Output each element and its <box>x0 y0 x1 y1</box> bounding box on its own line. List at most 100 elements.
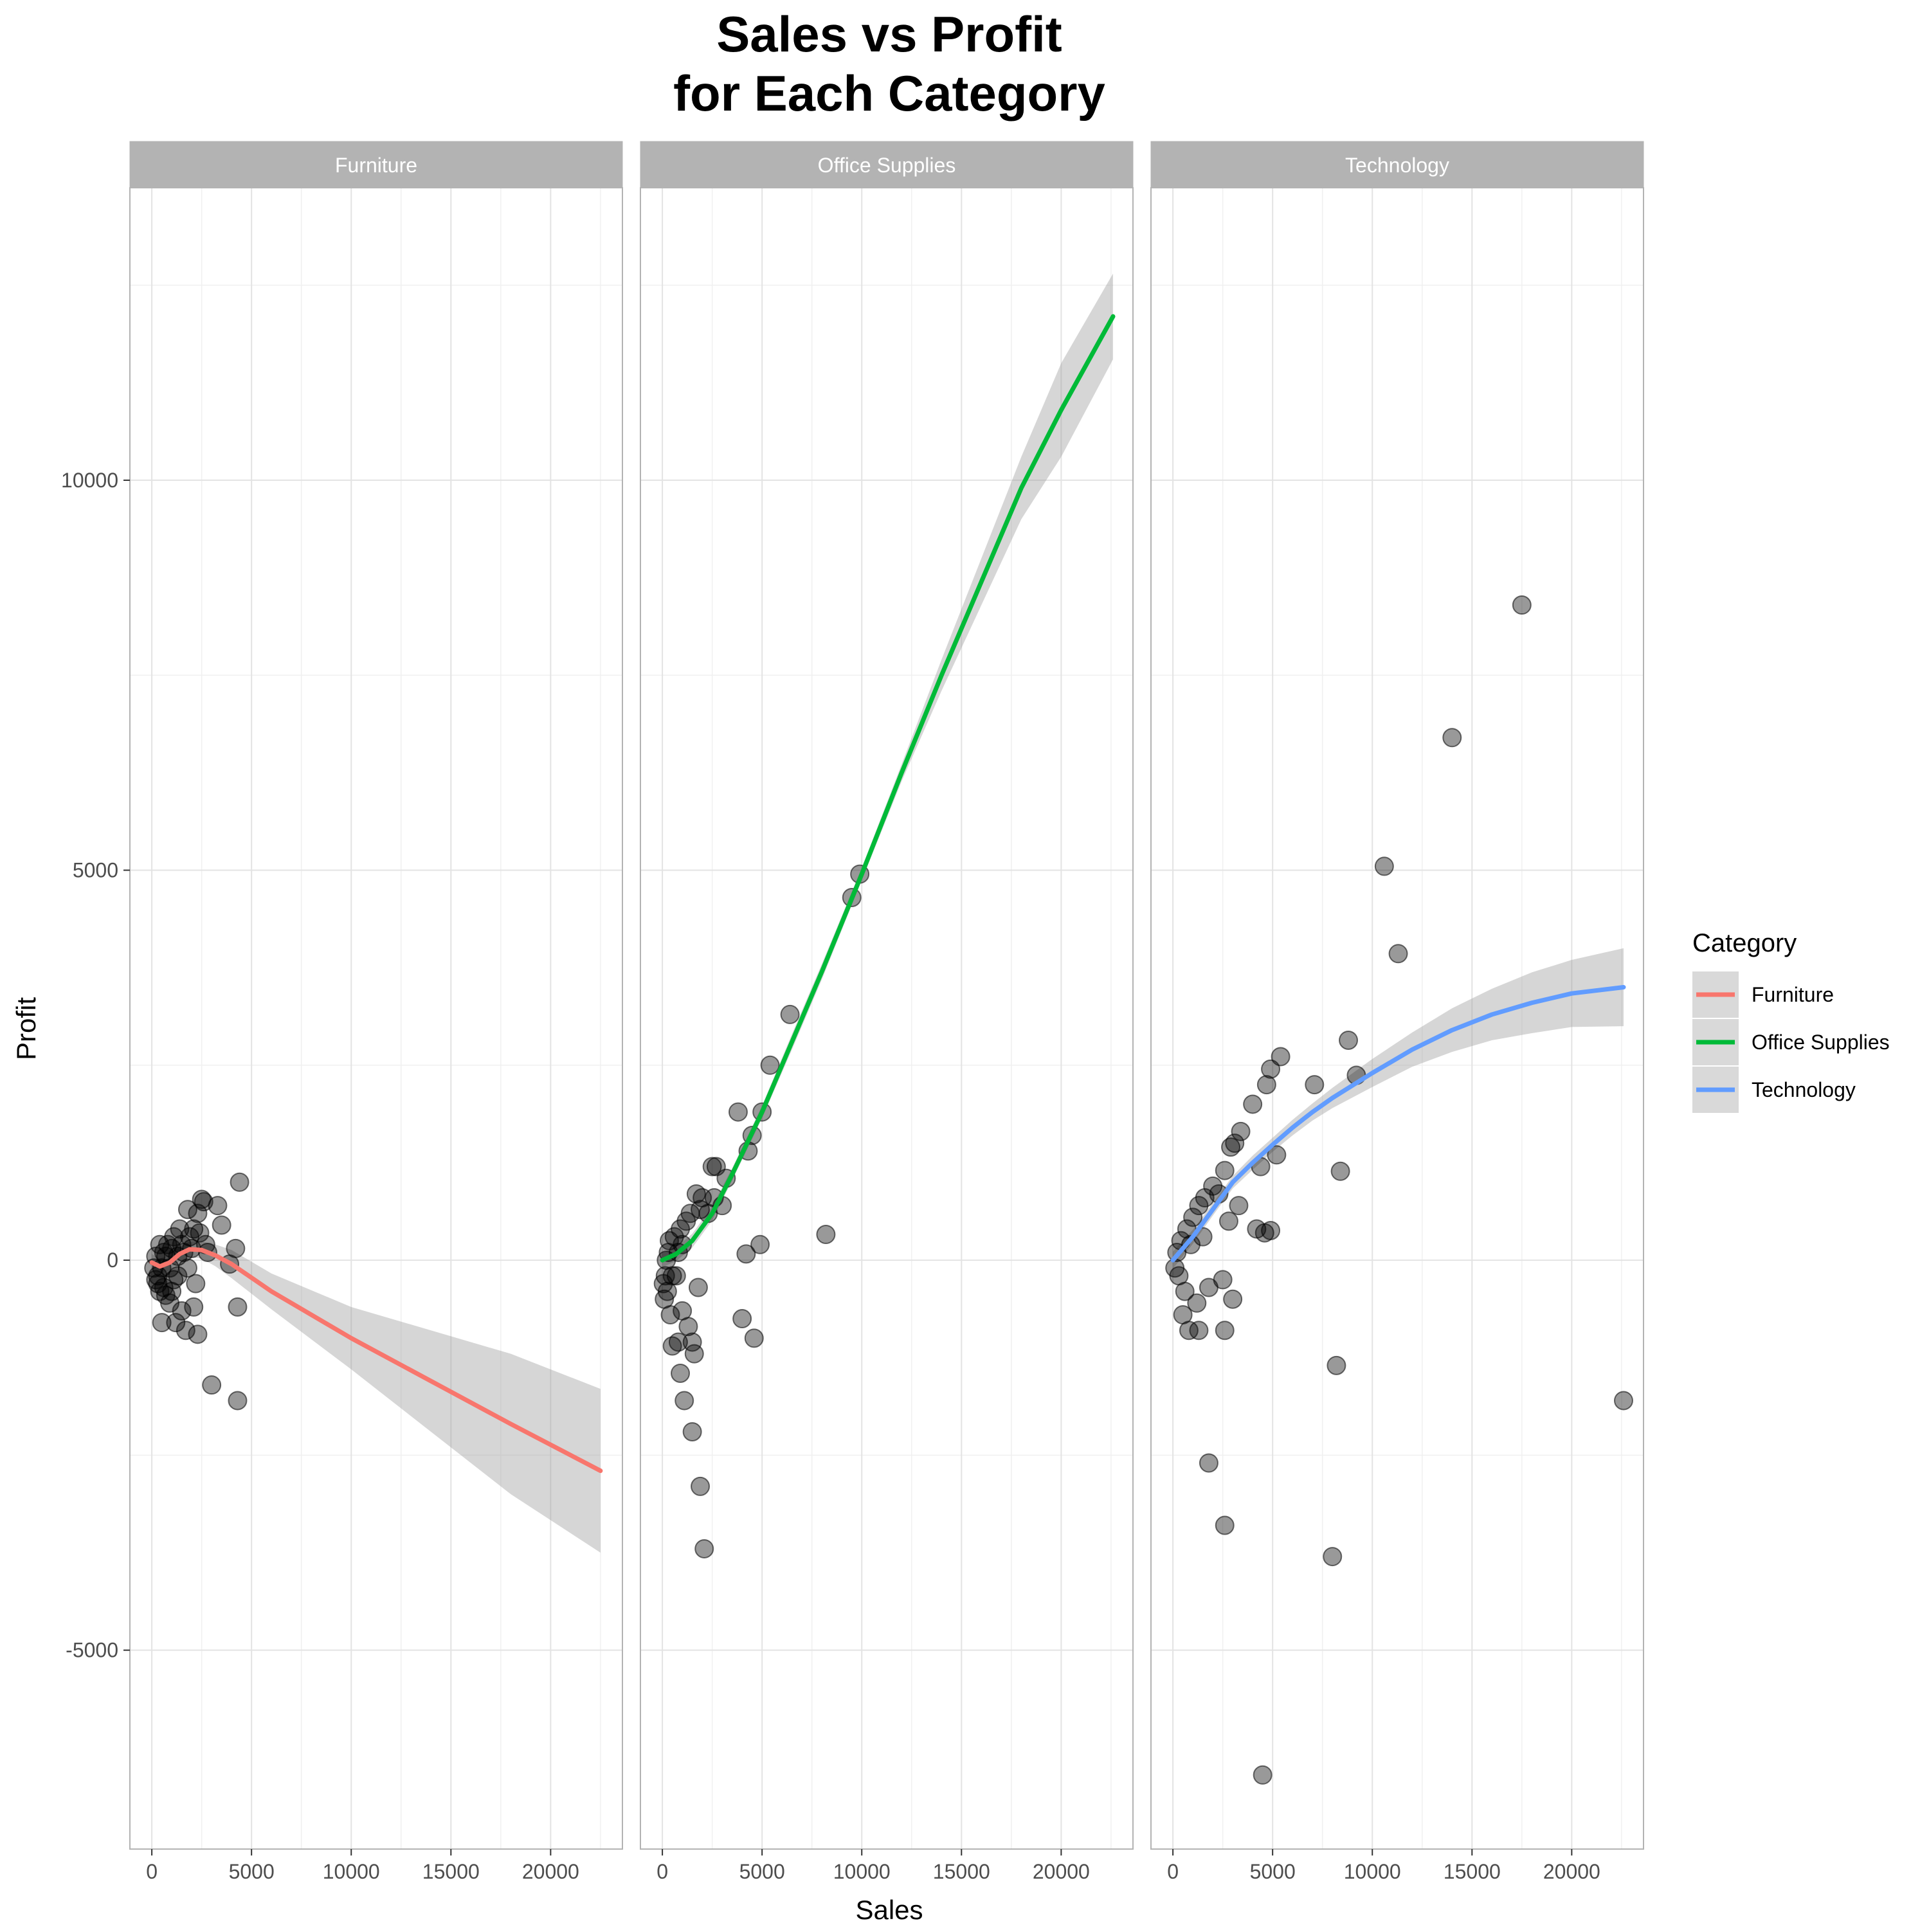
data-point <box>1267 1145 1287 1165</box>
panel-technology: Technology 0 5000 10000 15000 20000 <box>1150 141 1644 1883</box>
data-point <box>1215 1160 1235 1180</box>
confidence-band <box>662 273 1113 1267</box>
data-point <box>1218 1211 1238 1231</box>
data-point <box>1339 1030 1359 1050</box>
data-point <box>1199 1277 1218 1297</box>
data-point <box>682 1422 702 1441</box>
legend-title: Category <box>1692 929 1797 957</box>
data-point <box>1271 1047 1291 1067</box>
data-point <box>177 1200 197 1220</box>
data-point <box>1243 1094 1263 1114</box>
data-point <box>655 1289 675 1309</box>
data-point <box>675 1391 694 1411</box>
data-point <box>152 1313 172 1333</box>
y-axis-label: Profit <box>11 997 41 1060</box>
panel-background <box>1151 188 1644 1849</box>
data-point <box>1388 944 1408 964</box>
data-point <box>686 1184 706 1204</box>
data-point <box>655 1266 675 1286</box>
legend-label: Office Supplies <box>1752 1031 1890 1054</box>
data-point <box>728 1102 748 1122</box>
data-point <box>162 1238 182 1258</box>
x-tick-label: 15000 <box>422 1860 480 1883</box>
data-point <box>1261 1220 1281 1240</box>
data-point <box>671 1219 691 1239</box>
data-point <box>194 1192 213 1212</box>
x-tick-label: 10000 <box>833 1860 891 1883</box>
facet-strip <box>640 141 1134 188</box>
data-point <box>1221 1137 1241 1157</box>
data-point <box>1253 1765 1272 1785</box>
data-point <box>750 1234 770 1254</box>
panel-furniture: Furniture 0 5000 10000 15000 20000 <box>129 141 623 1883</box>
data-point <box>1247 1219 1267 1239</box>
y-tick-label: 10000 <box>61 469 118 492</box>
data-point <box>1442 728 1462 748</box>
data-point <box>1327 1355 1346 1375</box>
trend-line <box>660 314 1116 1263</box>
data-point <box>680 1204 700 1223</box>
data-point <box>170 1219 190 1239</box>
trend-line <box>1170 984 1626 1263</box>
data-point <box>736 1244 756 1264</box>
data-point <box>188 1204 208 1223</box>
data-point <box>228 1297 248 1317</box>
facet-strip <box>1150 141 1644 188</box>
data-point <box>1613 1391 1633 1411</box>
x-tick-label: 0 <box>146 1860 158 1883</box>
x-tick-label: 0 <box>1167 1860 1179 1883</box>
data-point <box>659 1231 679 1250</box>
data-point <box>694 1539 714 1558</box>
data-point <box>184 1297 204 1317</box>
y-tick-label: 0 <box>107 1249 118 1272</box>
data-point <box>682 1332 702 1352</box>
data-point <box>1173 1305 1193 1324</box>
data-point <box>212 1215 231 1235</box>
data-point <box>1189 1321 1209 1341</box>
chart-title-line-2: for Each Category <box>673 65 1105 122</box>
legend-label: Technology <box>1752 1078 1856 1101</box>
data-point <box>1189 1196 1209 1216</box>
legend: Category Furniture Office Supplies Technol… <box>1692 929 1890 1113</box>
data-point <box>1199 1453 1218 1473</box>
data-point <box>1512 595 1532 615</box>
data-point <box>744 1328 764 1348</box>
data-point <box>228 1391 248 1411</box>
data-point <box>1183 1207 1203 1227</box>
panel-background <box>640 188 1133 1849</box>
data-point <box>732 1309 752 1329</box>
panel-border <box>1150 187 1644 1850</box>
legend-label: Furniture <box>1752 983 1834 1006</box>
facet-strip-label: Technology <box>1345 154 1449 177</box>
data-point <box>190 1223 210 1243</box>
panel-office-supplies: Office Supplies 0 5000 10000 15000 20000 <box>640 141 1134 1883</box>
x-tick-label: 15000 <box>1444 1860 1501 1883</box>
data-point <box>662 1336 682 1356</box>
data-point <box>166 1313 186 1333</box>
data-point <box>150 1281 170 1301</box>
data-point <box>816 1225 836 1245</box>
x-tick-label: 20000 <box>1033 1860 1090 1883</box>
data-point <box>1305 1075 1325 1095</box>
y-tick-label: -5000 <box>66 1639 118 1662</box>
data-point <box>691 1200 711 1220</box>
data-point <box>1223 1289 1243 1309</box>
x-tick-label: 10000 <box>1344 1860 1401 1883</box>
panel-border <box>129 187 623 1850</box>
data-point <box>202 1375 222 1395</box>
y-tick-label: 5000 <box>73 859 118 882</box>
data-point <box>1256 1075 1276 1095</box>
data-point <box>780 1004 800 1024</box>
panel-background <box>130 188 622 1849</box>
data-point <box>150 1234 170 1254</box>
data-point <box>188 1324 208 1344</box>
data-point <box>1203 1176 1223 1196</box>
data-point <box>176 1321 195 1341</box>
data-point <box>186 1274 206 1294</box>
confidence-band <box>152 1241 601 1553</box>
data-point <box>1323 1547 1343 1567</box>
facet-strip-label: Office Supplies <box>818 154 956 177</box>
data-point <box>146 1270 166 1290</box>
